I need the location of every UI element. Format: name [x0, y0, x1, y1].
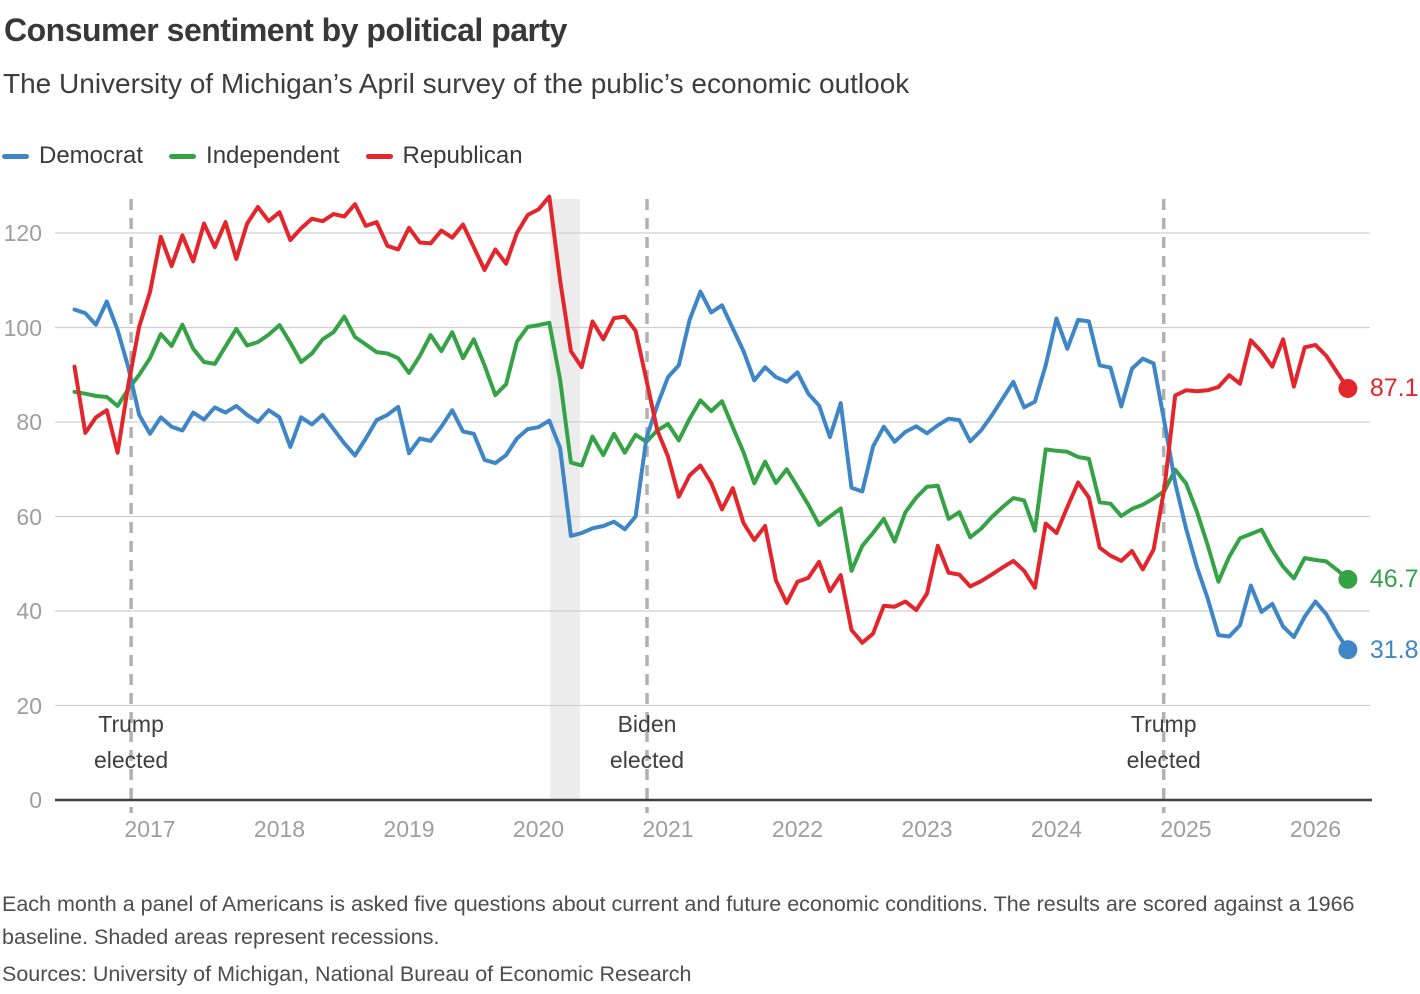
x-tick-label: 2022: [771, 816, 824, 842]
legend-item-republican: Republican: [365, 142, 523, 170]
legend-item-democrat: Democrat: [2, 142, 143, 170]
series-line-democrat: [72, 289, 1350, 652]
series-line-independent: [72, 314, 1350, 584]
x-tick-label: 2025: [1160, 816, 1212, 842]
chart-subtitle: The University of Michigan’s April surve…: [3, 68, 910, 99]
y-tick-label: 20: [16, 692, 42, 719]
y-tick-label: 60: [16, 503, 42, 530]
x-tick-label: 2026: [1289, 816, 1342, 842]
end-value-democrat: 31.8: [1369, 635, 1419, 664]
x-tick-label: 2023: [901, 816, 953, 842]
x-tick-label: 2024: [1030, 816, 1083, 842]
series-line-republican: [72, 194, 1350, 645]
legend: Democrat Independent Republican: [2, 142, 523, 170]
y-tick-label: 0: [29, 787, 42, 813]
y-tick-label: 80: [16, 409, 42, 435]
event-label: Trump elected: [93, 711, 169, 773]
chart-title: Consumer sentiment by political party: [4, 12, 567, 48]
end-value-independent: 46.7: [1369, 565, 1419, 594]
event-label: Biden elected: [609, 711, 685, 773]
x-tick-label: 2017: [124, 816, 176, 842]
independent-line-swatch-icon: [169, 153, 197, 159]
end-dot-democrat: [1338, 640, 1358, 660]
chart-sources: Sources: University of Michigan, Nationa…: [2, 962, 692, 986]
chart-footnote: Each month a panel of Americans is asked…: [2, 892, 1355, 949]
end-dot-republican: [1338, 378, 1358, 398]
x-tick-label: 2018: [253, 816, 306, 842]
legend-label-democrat: Democrat: [39, 142, 144, 169]
x-tick-label: 2019: [383, 816, 435, 842]
democrat-line-swatch-icon: [2, 153, 29, 159]
x-tick-label: 2021: [642, 816, 694, 842]
event-label: Trump elected: [1126, 711, 1201, 773]
y-tick-label: 100: [3, 314, 42, 341]
legend-label-republican: Republican: [402, 142, 523, 169]
end-dot-independent: [1338, 569, 1358, 589]
end-value-republican: 87.1: [1369, 374, 1419, 403]
legend-item-independent: Independent: [169, 142, 340, 170]
republican-line-swatch-icon: [365, 153, 393, 159]
y-tick-label: 120: [3, 220, 42, 246]
x-tick-label: 2020: [512, 816, 565, 842]
y-tick-label: 40: [16, 598, 42, 624]
legend-label-independent: Independent: [206, 142, 340, 169]
